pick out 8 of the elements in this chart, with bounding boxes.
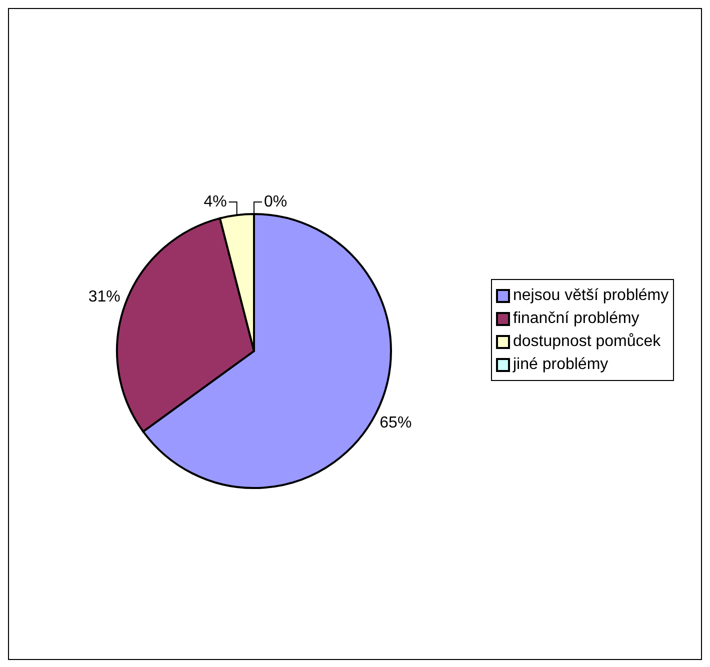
legend-label: dostupnost pomůcek: [513, 332, 661, 350]
legend-label: nejsou větší problémy: [513, 286, 669, 304]
data-label: 31%: [88, 288, 120, 306]
legend-label: jiné problémy: [513, 356, 608, 374]
legend-label: finanční problémy: [513, 310, 640, 328]
data-label: 65%: [380, 414, 412, 432]
text: 0%: [264, 194, 288, 210]
data-label: 4%: [204, 194, 227, 210]
